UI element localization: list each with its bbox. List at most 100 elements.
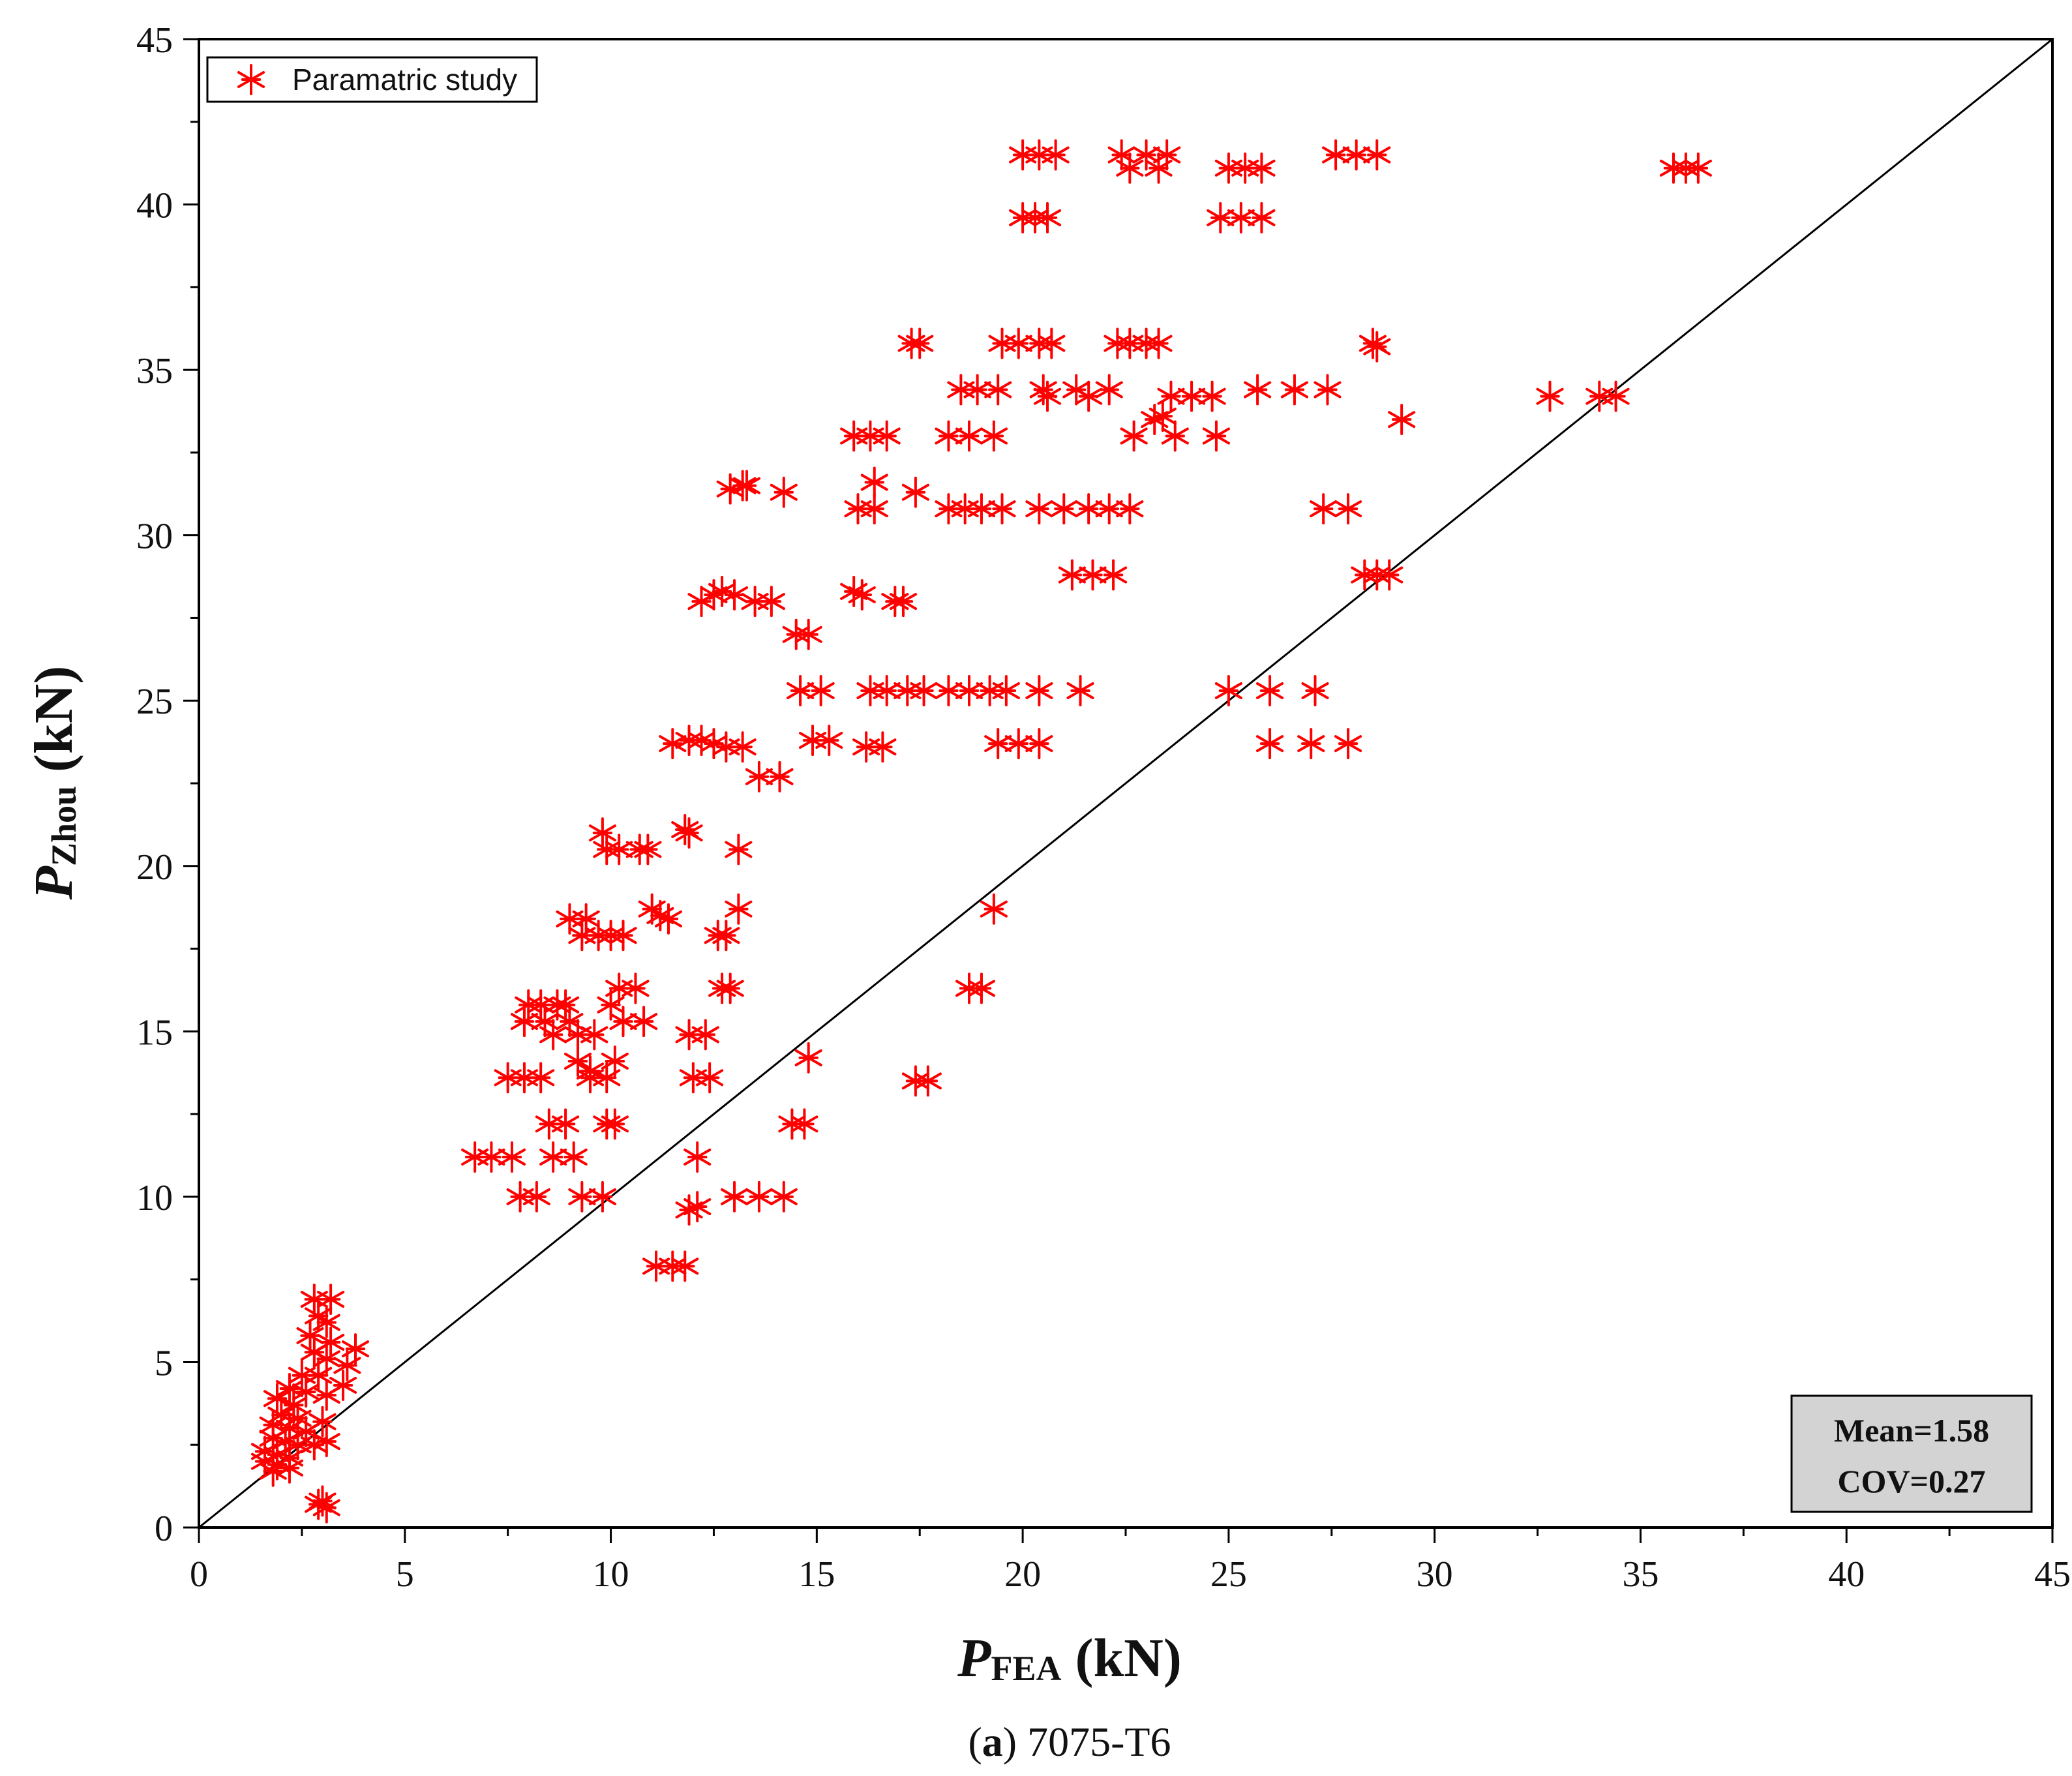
stat-mean: Mean=1.58	[1834, 1412, 1989, 1449]
data-point	[1375, 559, 1404, 591]
data-point	[980, 420, 1008, 452]
legend-marker-glyph	[237, 64, 265, 95]
scatter-points	[250, 139, 1712, 1524]
data-point	[770, 476, 798, 508]
data-point	[935, 675, 963, 707]
x-tick-label: 10	[593, 1554, 629, 1595]
data-point	[671, 1250, 699, 1282]
data-point	[691, 1019, 719, 1051]
x-tick-label: 20	[1004, 1554, 1041, 1595]
data-point	[275, 1452, 303, 1484]
data-point	[1322, 139, 1350, 171]
data-point	[296, 1319, 324, 1351]
data-point	[860, 466, 888, 498]
data-point	[580, 1019, 608, 1051]
data-point	[720, 579, 749, 610]
data-point	[988, 493, 1016, 525]
data-point	[1075, 380, 1103, 412]
data-point	[1314, 374, 1342, 406]
data-point	[1025, 728, 1053, 760]
data-point	[696, 1062, 724, 1094]
y-tick-label: 10	[136, 1178, 173, 1218]
data-point	[992, 675, 1020, 707]
y-tick-label: 45	[136, 20, 173, 61]
data-point	[308, 1406, 337, 1437]
data-point	[588, 817, 616, 849]
x-axis-title-unit: (kN)	[1061, 1628, 1181, 1689]
data-point	[1198, 380, 1226, 412]
x-tick-label: 25	[1210, 1554, 1247, 1595]
data-point	[787, 675, 815, 707]
legend-box	[206, 56, 538, 103]
data-point	[848, 579, 876, 610]
data-point	[1334, 493, 1362, 525]
data-point	[770, 1181, 798, 1212]
legend-label: Paramatric study	[292, 63, 517, 97]
y-tick-label: 20	[136, 847, 173, 888]
data-point	[1009, 202, 1037, 233]
x-tick-label: 45	[2034, 1554, 2071, 1595]
x-tick-label: 0	[190, 1554, 208, 1595]
data-point	[1157, 380, 1185, 412]
data-point	[1033, 380, 1062, 412]
data-point	[1248, 202, 1276, 233]
data-point	[630, 1006, 658, 1038]
data-point	[312, 1379, 340, 1411]
caption-text: 7075-T6	[1017, 1719, 1171, 1765]
data-point	[716, 972, 744, 1004]
data-point	[914, 1065, 942, 1097]
data-point	[683, 1141, 712, 1173]
data-point	[873, 675, 901, 707]
data-point	[1149, 400, 1177, 432]
data-point	[1202, 420, 1230, 452]
data-point	[725, 834, 753, 865]
data-point	[1310, 493, 1338, 525]
data-point	[498, 1141, 526, 1173]
data-point	[1100, 559, 1128, 591]
stat-cov: COV=0.27	[1837, 1463, 1985, 1499]
data-point	[1301, 675, 1329, 707]
data-point	[1388, 404, 1416, 436]
data-point	[539, 1141, 567, 1173]
x-axis-title-sub: FEA	[991, 1649, 1061, 1688]
data-point	[725, 893, 753, 925]
data-point	[745, 760, 773, 792]
data-point	[910, 675, 938, 707]
data-point	[1334, 728, 1362, 760]
data-point	[794, 618, 822, 650]
data-point	[510, 1006, 538, 1038]
data-point	[955, 420, 983, 452]
data-point	[984, 374, 1012, 406]
data-point	[963, 374, 991, 406]
y-axis-title-unit: (kN)	[23, 666, 84, 786]
data-point	[712, 920, 740, 952]
data-point	[732, 470, 761, 502]
data-point	[675, 817, 703, 849]
data-point	[873, 420, 901, 452]
data-point	[807, 675, 835, 707]
data-point	[588, 1181, 616, 1212]
y-tick-label: 5	[155, 1343, 173, 1383]
data-point	[1075, 493, 1103, 525]
stats-box: Mean=1.58 COV=0.27	[1790, 1394, 2033, 1513]
figure-caption: (a) 7075-T6	[968, 1719, 1171, 1765]
data-point	[312, 1492, 340, 1524]
y-tick-label: 0	[155, 1509, 173, 1549]
data-point	[1161, 420, 1189, 452]
data-point	[1116, 152, 1144, 184]
data-point	[1351, 559, 1379, 591]
data-point	[1214, 675, 1242, 707]
x-axis-ticks: 0 5 10 15 20 25 30 35 40 45	[190, 1528, 2071, 1595]
data-point	[1363, 331, 1391, 363]
data-point	[889, 586, 918, 618]
data-point	[1025, 675, 1053, 707]
data-point	[1280, 374, 1308, 406]
data-point	[1255, 675, 1284, 707]
data-point	[980, 893, 1008, 925]
data-point	[766, 760, 794, 792]
data-point	[312, 1426, 340, 1458]
data-point	[869, 731, 897, 763]
data-point	[1025, 493, 1053, 525]
data-point	[1145, 152, 1173, 184]
